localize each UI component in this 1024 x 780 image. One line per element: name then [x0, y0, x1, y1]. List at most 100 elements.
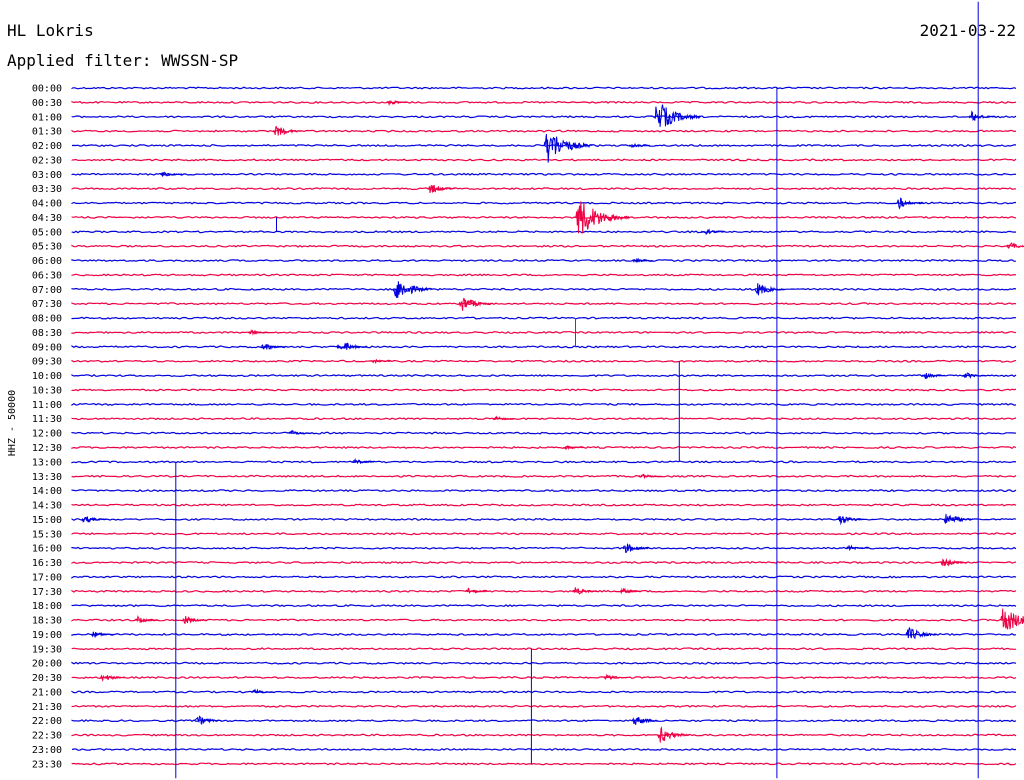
- seismic-event: [194, 715, 222, 725]
- trace-line: [71, 258, 1016, 263]
- time-tick-label: 08:30: [32, 328, 62, 339]
- time-tick-label: 06:30: [32, 270, 62, 281]
- seismic-event: [700, 228, 725, 235]
- seismic-event: [657, 726, 690, 743]
- seismic-event: [654, 104, 701, 127]
- seismic-event: [352, 457, 375, 465]
- time-tick-label: 17:00: [32, 572, 62, 583]
- seismic-event: [465, 587, 489, 595]
- time-tick-label: 11:30: [32, 414, 62, 425]
- seismic-event: [273, 126, 302, 136]
- time-tick-label: 19:00: [32, 630, 62, 641]
- seismic-event: [181, 616, 207, 625]
- seismic-event: [836, 516, 864, 526]
- trace-line: [71, 747, 1017, 752]
- seismic-event: [571, 587, 598, 595]
- trace-line: [71, 431, 1017, 435]
- trace-line: [71, 676, 1017, 680]
- trace-rows: 00:00 00:30 01:00 01:30 02:00 02:30 03:00 03:30…: [32, 84, 1024, 770]
- seismic-event: [1006, 242, 1024, 249]
- trace-line: [71, 86, 1017, 90]
- time-tick-label: 01:30: [32, 127, 62, 138]
- trace-line: [71, 474, 1017, 478]
- seismic-event: [81, 516, 107, 523]
- trace-line: [71, 589, 1017, 593]
- time-tick-label: 23:30: [32, 759, 62, 770]
- seismic-event: [160, 171, 183, 177]
- trace-line: [71, 388, 1017, 392]
- date-label: 2021-03-22: [920, 21, 1016, 40]
- time-tick-label: 13:30: [32, 472, 62, 483]
- time-tick-label: 15:00: [32, 515, 62, 526]
- seismic-event: [370, 358, 392, 365]
- trace-line: [71, 187, 1017, 191]
- trace-line: [71, 604, 1017, 608]
- time-tick-label: 11:00: [32, 400, 62, 411]
- time-tick-label: 14:30: [32, 501, 62, 512]
- trace-line: [71, 690, 1017, 694]
- seismic-event: [575, 201, 630, 234]
- trace-line: [71, 230, 1017, 234]
- time-tick-label: 13:00: [32, 457, 62, 468]
- time-tick-label: 03:30: [32, 184, 62, 195]
- seismic-event: [845, 544, 869, 552]
- time-tick-label: 22:30: [32, 731, 62, 742]
- time-tick-label: 12:30: [32, 443, 62, 454]
- trace-line: [71, 100, 1017, 104]
- trace-line: [71, 719, 1017, 723]
- trace-line: [71, 287, 1017, 291]
- trace-line: [71, 215, 1017, 219]
- seismic-event: [962, 372, 986, 379]
- time-tick-label: 17:30: [32, 587, 62, 598]
- trace-line: [71, 632, 1017, 637]
- trace-line: [71, 460, 1017, 464]
- time-tick-label: 18:00: [32, 601, 62, 612]
- time-tick-label: 18:30: [32, 616, 62, 627]
- time-tick-label: 21:30: [32, 702, 62, 713]
- trace-line: [71, 172, 1017, 176]
- trace-line: [71, 302, 1017, 306]
- seismic-event: [754, 283, 785, 296]
- trace-line: [71, 316, 1017, 320]
- time-tick-label: 20:00: [32, 659, 62, 670]
- time-tick-label: 08:00: [32, 314, 62, 325]
- trace-line: [71, 517, 1017, 521]
- seismic-event: [968, 110, 996, 121]
- trace-line: [71, 330, 1017, 334]
- seismic-event: [260, 343, 286, 351]
- seismic-event: [628, 142, 651, 148]
- time-tick-label: 04:30: [32, 213, 62, 224]
- time-tick-label: 01:00: [32, 112, 62, 123]
- time-tick-label: 20:30: [32, 673, 62, 684]
- trace-line: [71, 575, 1017, 579]
- seismic-event: [619, 587, 642, 595]
- trace-line: [71, 546, 1017, 550]
- trace-line: [71, 647, 1017, 651]
- seismic-event: [251, 688, 274, 694]
- spike-lines: [175, 1, 979, 779]
- trace-line: [71, 762, 1017, 766]
- seismic-event: [90, 631, 115, 638]
- trace-line: [71, 532, 1017, 536]
- seismic-event: [943, 513, 974, 525]
- seismic-event: [543, 133, 593, 163]
- time-tick-label: 04:00: [32, 199, 62, 210]
- time-tick-label: 21:00: [32, 687, 62, 698]
- time-tick-label: 02:30: [32, 155, 62, 166]
- trace-line: [71, 489, 1017, 493]
- time-tick-label: 09:00: [32, 342, 62, 353]
- trace-line: [71, 158, 1017, 162]
- y-axis-label: HHZ - 50000: [7, 390, 18, 456]
- seismic-event: [288, 429, 312, 435]
- trace-line: [71, 273, 1017, 277]
- trace-line: [71, 561, 1017, 565]
- time-tick-label: 02:00: [32, 141, 62, 152]
- seismic-event: [134, 615, 159, 623]
- seismic-event: [335, 344, 360, 350]
- seismic-event: [631, 257, 654, 264]
- trace-line: [71, 417, 1017, 421]
- time-tick-label: 23:00: [32, 745, 62, 756]
- seismic-event: [427, 184, 455, 193]
- seismic-event: [999, 608, 1024, 630]
- trace-line: [71, 115, 1017, 119]
